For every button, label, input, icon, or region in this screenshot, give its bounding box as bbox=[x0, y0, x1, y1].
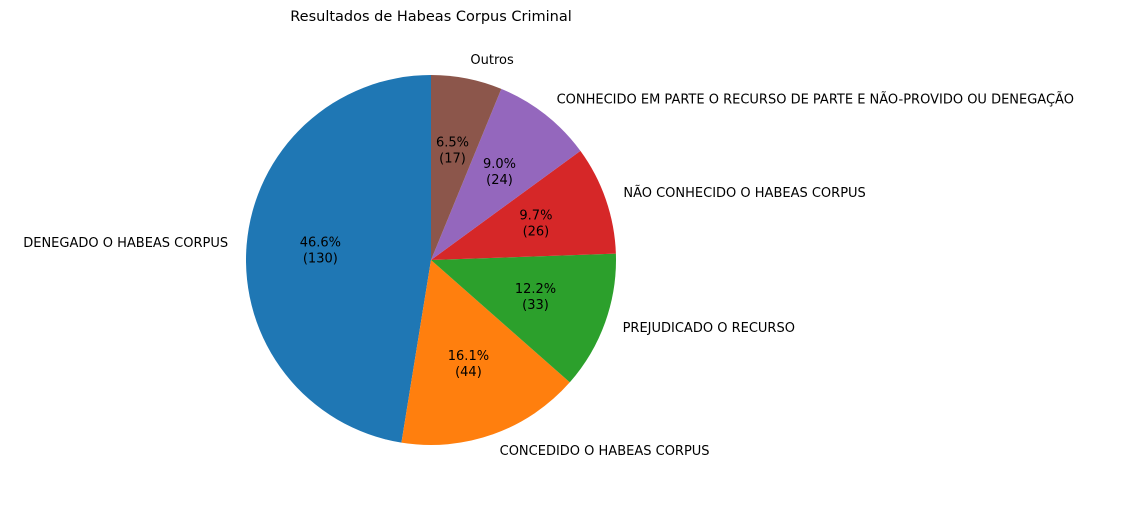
pie-labels: DENEGADO O HABEAS CORPUS 46.6%(130) CONCED… bbox=[23, 53, 1074, 459]
slice-percent-label: 16.1% bbox=[448, 349, 489, 364]
slice-percent-label: 9.7% bbox=[519, 208, 552, 223]
slice-label: DENEGADO O HABEAS CORPUS bbox=[23, 236, 228, 251]
slice-percent-label: 12.2% bbox=[515, 282, 556, 297]
pie-slice-prejudicado-o-recurso bbox=[431, 253, 616, 383]
slice-count-label: (33) bbox=[522, 298, 549, 313]
slice-percent-label: 46.6% bbox=[300, 236, 341, 251]
chart-title: Resultados de Habeas Corpus Criminal bbox=[290, 9, 572, 25]
slice-count-label: (26) bbox=[523, 224, 550, 239]
slice-count-label: (44) bbox=[455, 365, 482, 380]
slice-label: CONHECIDO EM PARTE O RECURSO DE PARTE E … bbox=[557, 91, 1074, 107]
slice-count-label: (130) bbox=[303, 252, 338, 267]
pie-slice-concedido-o-habeas-corpus bbox=[401, 260, 570, 445]
slice-count-label: (17) bbox=[439, 152, 466, 167]
slice-label: CONCEDIDO O HABEAS CORPUS bbox=[500, 444, 710, 459]
pie-slice-denegado-o-habeas-corpus bbox=[245, 75, 431, 443]
slice-percent-label: 9.0% bbox=[483, 157, 516, 172]
slice-percent-label: 6.5% bbox=[436, 136, 469, 151]
pie-slices bbox=[245, 75, 616, 445]
slice-label: PREJUDICADO O RECURSO bbox=[623, 321, 795, 336]
slice-label: Outros bbox=[470, 53, 514, 68]
slice-label: NÃO CONHECIDO O HABEAS CORPUS bbox=[623, 185, 865, 201]
slice-count-label: (24) bbox=[486, 173, 513, 188]
pie-slice-outros bbox=[431, 75, 502, 260]
pie-slice-nao-conhecido-o-habeas-corpus bbox=[431, 150, 616, 260]
pie-slice-conhecido-em-parte-o-recurso-de-parte-e-nao-provido-ou-denegacao bbox=[431, 88, 581, 260]
